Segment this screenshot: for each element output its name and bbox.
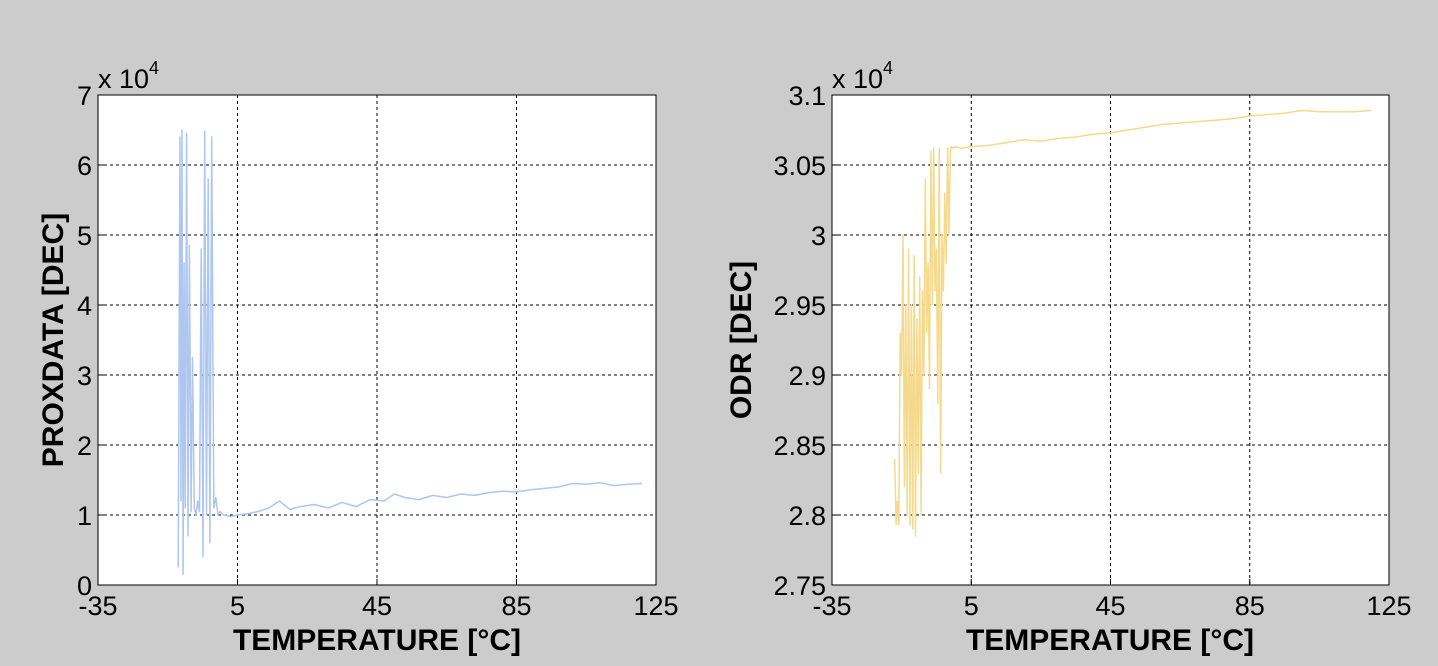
x-tick-label: 125 <box>633 591 678 621</box>
y-tick-label: 3 <box>811 221 826 251</box>
x-tick-label: 85 <box>1235 591 1265 621</box>
y-tick-label: 2 <box>77 431 92 461</box>
x-axis-label: TEMPERATURE [°C] <box>233 624 521 657</box>
x-tick-label: 45 <box>1095 591 1125 621</box>
x-tick-label: 5 <box>230 591 245 621</box>
y-tick-label: 3 <box>77 361 92 391</box>
y-tick-label: 3.05 <box>773 151 826 181</box>
x-axis-label: TEMPERATURE [°C] <box>966 624 1254 657</box>
y-tick-label: 2.85 <box>773 431 826 461</box>
x-tick-label: 45 <box>362 591 392 621</box>
chart-odr: -35 5 45 85 125 2.75 2.8 2.85 2.9 2.95 3 3.05 3.1 x … <box>725 58 1412 657</box>
tick-group: -35 5 45 85 125 2.75 2.8 2.85 2.9 2.95 3 3.05 3.1 <box>773 81 1411 621</box>
y-tick-label: 5 <box>77 221 92 251</box>
series-group <box>177 129 643 576</box>
series-group <box>893 109 1372 537</box>
x-tick-label: -35 <box>78 591 117 621</box>
y-tick-label: 2.8 <box>788 501 826 531</box>
y-tick-label: 2.95 <box>773 291 826 321</box>
y-tick-label: 6 <box>77 151 92 181</box>
x-tick-label: 125 <box>1366 591 1411 621</box>
y-tick-label: 2.75 <box>773 571 826 601</box>
grid <box>98 95 656 585</box>
y-exponent-label: x 104 <box>98 58 159 94</box>
y-tick-label: 1 <box>77 501 92 531</box>
y-axis-label: PROXDATA [DEC] <box>37 213 70 467</box>
x-tick-label: -35 <box>812 591 851 621</box>
x-tick-label: 85 <box>501 591 531 621</box>
y-exponent-label: x 104 <box>832 58 893 94</box>
y-tick-label: 0 <box>77 571 92 601</box>
y-tick-label: 7 <box>77 81 92 111</box>
y-axis-label: ODR [DEC] <box>725 261 758 419</box>
y-tick-label: 4 <box>77 291 92 321</box>
y-tick-label: 2.9 <box>788 361 826 391</box>
series-line <box>893 109 1372 537</box>
series-line <box>177 129 643 576</box>
x-tick-label: 5 <box>964 591 979 621</box>
y-tick-label: 3.1 <box>788 81 826 111</box>
